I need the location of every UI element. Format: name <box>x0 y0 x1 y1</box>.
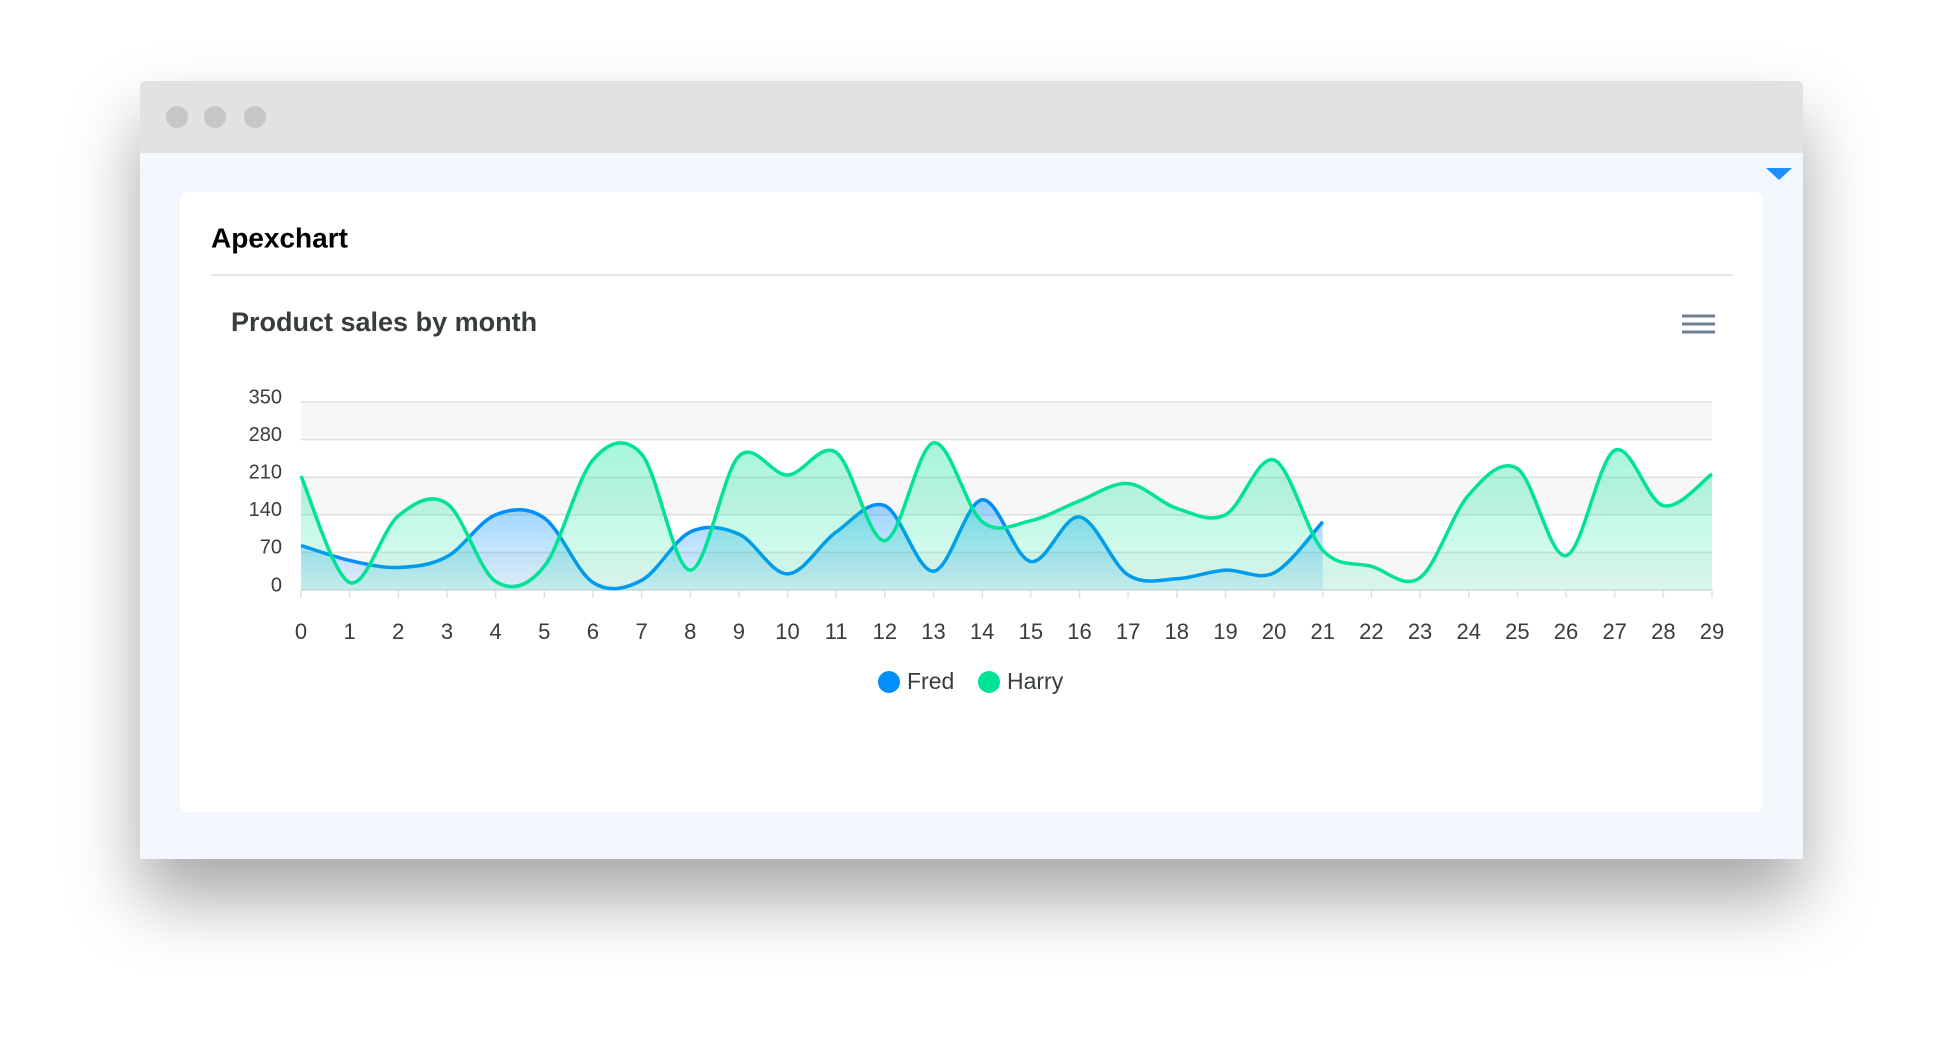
x-tick-label: 22 <box>1359 619 1383 644</box>
window-button[interactable] <box>204 106 226 128</box>
area <box>301 442 1712 590</box>
x-tick-label: 20 <box>1262 619 1286 644</box>
y-tick-label: 0 <box>271 574 282 596</box>
x-tick-label: 9 <box>733 619 745 644</box>
x-tick-label: 27 <box>1602 619 1626 644</box>
y-tick-label: 210 <box>249 461 282 483</box>
x-tick-label: 3 <box>441 619 453 644</box>
x-tick-label: 23 <box>1408 619 1432 644</box>
window-button[interactable] <box>244 106 266 128</box>
x-tick-label: 26 <box>1554 619 1578 644</box>
x-tick-label: 5 <box>538 619 550 644</box>
x-tick-label: 28 <box>1651 619 1675 644</box>
y-tick-label: 280 <box>249 424 282 446</box>
menu-icon[interactable] <box>1682 314 1715 334</box>
x-tick-label: 4 <box>489 619 501 644</box>
x-tick-label: 19 <box>1213 619 1237 644</box>
x-tick-label: 13 <box>921 619 945 644</box>
legend-marker <box>978 671 1000 693</box>
x-tick-label: 24 <box>1456 619 1480 644</box>
x-tick-label: 29 <box>1700 619 1724 644</box>
legend-label: Fred <box>907 668 954 694</box>
x-tick-label: 6 <box>587 619 599 644</box>
y-tick-label: 70 <box>260 537 282 559</box>
x-tick-label: 2 <box>392 619 404 644</box>
x-tick-label: 21 <box>1311 619 1335 644</box>
dropdown-arrow[interactable] <box>1766 168 1792 180</box>
legend-marker <box>878 671 900 693</box>
x-tick-label: 14 <box>970 619 994 644</box>
grid-band <box>301 402 1712 440</box>
legend-label: Harry <box>1007 668 1064 694</box>
line <box>299 441 1714 589</box>
x-tick-label: 1 <box>344 619 356 644</box>
y-tick-label: 350 <box>249 386 282 408</box>
x-tick-label: 7 <box>635 619 647 644</box>
x-tick-label: 12 <box>873 619 897 644</box>
x-tick-label: 15 <box>1019 619 1043 644</box>
y-tick-label: 140 <box>249 499 282 521</box>
x-tick-label: 0 <box>295 619 307 644</box>
chart-title: Product sales by month <box>231 307 537 337</box>
x-tick-label: 16 <box>1067 619 1091 644</box>
title-bar <box>140 81 1803 153</box>
x-tick-label: 11 <box>825 619 848 644</box>
window-button[interactable] <box>166 106 188 128</box>
x-tick-label: 17 <box>1116 619 1140 644</box>
x-tick-label: 18 <box>1165 619 1189 644</box>
card-title: Apexchart <box>211 222 348 253</box>
x-tick-label: 8 <box>684 619 696 644</box>
x-tick-label: 10 <box>775 619 799 644</box>
x-tick-label: 25 <box>1505 619 1529 644</box>
